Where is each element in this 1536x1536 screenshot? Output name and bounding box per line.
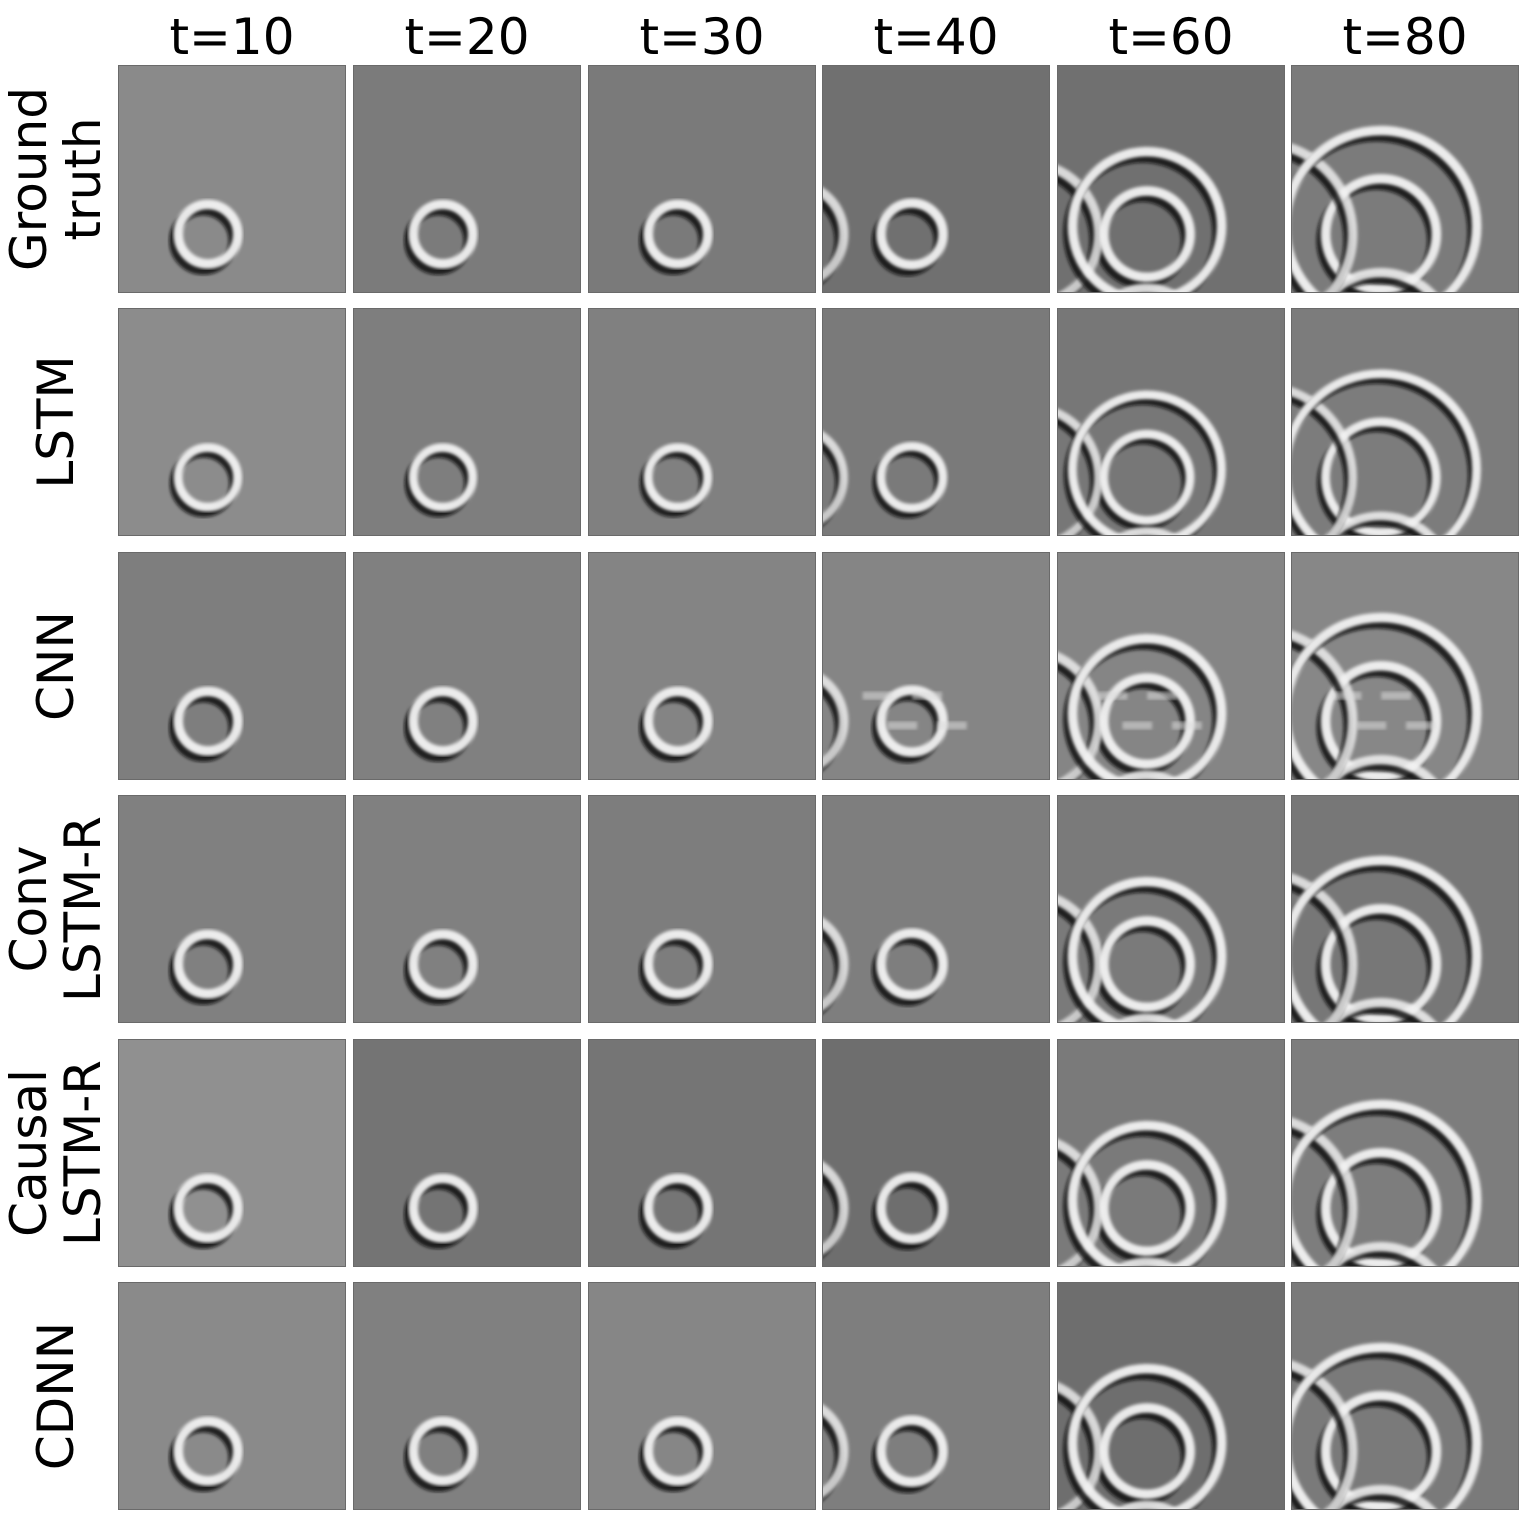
wave-field-image [119, 553, 345, 779]
wave-panel-conv-lstm-r-t80 [1291, 795, 1519, 1023]
wave-panel-cdnn-t30 [588, 1282, 816, 1510]
wave-panel-cnn-t80 [1291, 552, 1519, 780]
wave-panel-ground-truth-t30 [588, 65, 816, 293]
row-label-text: CNN [27, 611, 85, 721]
wave-panel-cdnn-t60 [1057, 1282, 1285, 1510]
row-label-line: LSTM-R [54, 815, 112, 1003]
wave-panel-lstm-t60 [1057, 308, 1285, 536]
wave-panel-cnn-t10 [118, 552, 346, 780]
wave-field-image [1058, 553, 1284, 779]
wave-panel-cnn-t40 [822, 552, 1050, 780]
wave-panel-causal-lstm-r-t80 [1291, 1039, 1519, 1267]
wave-field-image [1058, 309, 1284, 535]
row-label-line: LSTM [27, 355, 85, 489]
wave-panel-conv-lstm-r-t30 [588, 795, 816, 1023]
wave-field-image [1292, 553, 1518, 779]
row-label-line: Ground [0, 87, 58, 271]
wave-field-image [119, 1040, 345, 1266]
row-label-text: Ground truth [0, 87, 112, 271]
row-label-text: Conv LSTM-R [0, 815, 112, 1003]
wave-field-image [1058, 1040, 1284, 1266]
row-label-ground-truth: Ground truth [0, 65, 112, 293]
wave-panel-conv-lstm-r-t20 [353, 795, 581, 1023]
wave-panel-causal-lstm-r-t40 [822, 1039, 1050, 1267]
wave-panel-ground-truth-t40 [822, 65, 1050, 293]
row-label-cdnn: CDNN [0, 1282, 112, 1510]
wave-field-image [589, 66, 815, 292]
wave-panel-cdnn-t80 [1291, 1282, 1519, 1510]
wave-field-image [354, 553, 580, 779]
wave-field-image [823, 796, 1049, 1022]
wave-field-image [119, 309, 345, 535]
wave-panel-lstm-t40 [822, 308, 1050, 536]
wave-panel-ground-truth-t20 [353, 65, 581, 293]
wave-panel-conv-lstm-r-t40 [822, 795, 1050, 1023]
wave-field-image [354, 1283, 580, 1509]
wave-field-image [1058, 796, 1284, 1022]
wave-field-image [354, 66, 580, 292]
wave-panel-ground-truth-t10 [118, 65, 346, 293]
row-label-line: LSTM-R [54, 1059, 112, 1247]
wave-field-image [1292, 1283, 1518, 1509]
wave-panel-cdnn-t40 [822, 1282, 1050, 1510]
row-label-conv-lstm-r: Conv LSTM-R [0, 795, 112, 1023]
wave-field-image [823, 66, 1049, 292]
wave-panel-cnn-t20 [353, 552, 581, 780]
wave-panel-cdnn-t20 [353, 1282, 581, 1510]
wave-field-image [823, 1040, 1049, 1266]
wave-panel-lstm-t10 [118, 308, 346, 536]
wave-field-image [1058, 1283, 1284, 1509]
wave-field-image [119, 66, 345, 292]
wave-panel-causal-lstm-r-t20 [353, 1039, 581, 1267]
column-header-t80: t=80 [1342, 8, 1468, 66]
wave-panel-lstm-t80 [1291, 308, 1519, 536]
row-label-line: Conv [0, 845, 58, 973]
wave-field-image [354, 309, 580, 535]
column-header-t60: t=60 [1108, 8, 1234, 66]
row-label-causal-lstm-r: Causal LSTM-R [0, 1039, 112, 1267]
wave-field-image [823, 553, 1049, 779]
column-header-t30: t=30 [639, 8, 765, 66]
wave-panel-causal-lstm-r-t30 [588, 1039, 816, 1267]
wave-panel-ground-truth-t80 [1291, 65, 1519, 293]
wave-field-image [1292, 796, 1518, 1022]
wave-panel-lstm-t20 [353, 308, 581, 536]
wave-field-image [119, 1283, 345, 1509]
wave-field-image [589, 1040, 815, 1266]
wave-field-image [589, 1283, 815, 1509]
wave-field-image [354, 1040, 580, 1266]
wave-field-image [1292, 66, 1518, 292]
wave-panel-cnn-t60 [1057, 552, 1285, 780]
wave-field-image [1292, 309, 1518, 535]
column-header-t40: t=40 [873, 8, 999, 66]
wave-panel-cdnn-t10 [118, 1282, 346, 1510]
wave-field-image [1058, 66, 1284, 292]
wave-field-image [589, 796, 815, 1022]
column-header-t20: t=20 [404, 8, 530, 66]
row-label-text: CDNN [27, 1321, 85, 1471]
wave-panel-causal-lstm-r-t60 [1057, 1039, 1285, 1267]
wave-field-image [1292, 1040, 1518, 1266]
wave-panel-conv-lstm-r-t60 [1057, 795, 1285, 1023]
wave-panel-cnn-t30 [588, 552, 816, 780]
column-header-t10: t=10 [169, 8, 295, 66]
row-label-lstm: LSTM [0, 308, 112, 536]
row-label-text: LSTM [27, 355, 85, 489]
row-label-text: Causal LSTM-R [0, 1059, 112, 1247]
wave-panel-conv-lstm-r-t10 [118, 795, 346, 1023]
row-label-line: truth [54, 117, 112, 241]
row-label-line: CNN [27, 611, 85, 721]
wave-field-image [589, 553, 815, 779]
row-label-line: CDNN [27, 1321, 85, 1471]
wave-field-image [354, 796, 580, 1022]
wave-panel-lstm-t30 [588, 308, 816, 536]
wave-panel-causal-lstm-r-t10 [118, 1039, 346, 1267]
row-label-line: Causal [0, 1069, 58, 1237]
wave-field-image [119, 796, 345, 1022]
wave-panel-ground-truth-t60 [1057, 65, 1285, 293]
wave-field-image [589, 309, 815, 535]
wave-field-image [823, 309, 1049, 535]
wave-field-image [823, 1283, 1049, 1509]
row-label-cnn: CNN [0, 552, 112, 780]
